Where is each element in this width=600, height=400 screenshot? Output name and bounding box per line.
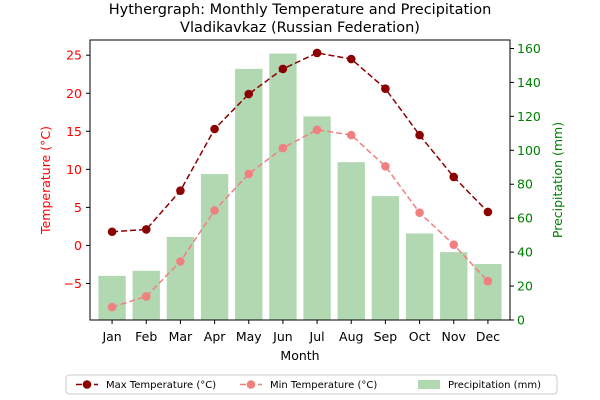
left-y-axis-label: Temperature (°C) [38,126,53,235]
x-tick-label: Feb [135,329,157,344]
max-temp-point-jul [312,48,322,58]
left-tick-label: 25 [66,48,82,63]
x-tick-label: May [236,329,262,344]
x-tick-label: Dec [476,329,500,344]
x-tick-label: Jun [272,329,293,344]
max-temp-point-nov [449,172,459,182]
right-tick-label: 20 [517,279,533,294]
precip-bar-dec [474,264,502,320]
precip-bar-nov [440,252,468,320]
min-temp-point-aug [346,130,356,140]
left-tick-label: −5 [64,276,82,291]
legend-swatch [418,380,440,389]
precip-bar-aug [337,162,365,320]
right-tick-label: 40 [517,245,533,260]
min-temp-point-feb [141,292,151,301]
x-axis-label: Month [280,348,319,363]
legend-label: Max Temperature (°C) [106,380,216,391]
legend-frame [65,374,558,395]
min-temp-line [111,129,489,308]
x-tick-label: Nov [442,329,467,344]
legend-label: Precipitation (mm) [448,380,541,391]
min-temp-point-nov [449,240,459,249]
precip-bar-apr [200,174,229,320]
precip-bar-mar [166,236,195,320]
right-y-axis-label: Precipitation (mm) [550,122,565,238]
max-temp-point-mar [176,186,185,195]
right-tick-label: 140 [517,75,541,90]
x-tick-label: Apr [204,329,226,344]
min-temp-point-sep [381,162,390,171]
legend: Max Temperature (°C) Min Temperature (°C)… [65,374,558,395]
min-temp-point-jan [107,302,117,312]
temperature-lines [107,48,493,312]
right-y-axis: 0 20 40 60 80 100 120 140 160 [510,41,541,328]
min-temp-point-jun [278,143,288,153]
min-temp-point-mar [176,257,185,266]
max-temp-point-jan [107,227,117,237]
right-tick-label: 60 [517,211,533,226]
min-temp-point-dec [483,276,493,286]
right-tick-label: 160 [517,41,541,56]
x-axis: Jan Feb Mar Apr May Jun Jul Aug Sep Oct Nov Dec [101,320,500,344]
max-temp-point-sep [381,84,390,93]
max-temp-point-oct [415,130,424,140]
precip-bar-jul [303,116,331,320]
max-temp-point-jun [278,64,288,74]
left-tick-label: 10 [66,162,82,177]
max-temp-line [112,52,489,233]
precip-bar-jan [98,275,126,320]
max-temp-point-aug [346,54,356,64]
min-temp-point-may [244,169,254,179]
left-y-axis: −5 0 5 10 15 20 25 [64,48,90,291]
right-tick-label: 80 [517,177,533,192]
plot-frame [89,39,511,321]
left-tick-label: 5 [74,200,82,215]
legend-marker [82,380,92,389]
min-temp-point-oct [415,208,424,218]
x-tick-label: Mar [169,329,193,344]
x-tick-label: Jul [309,329,325,344]
right-tick-label: 100 [517,143,541,158]
precip-bar-sep [371,196,400,320]
chart-title: Hythergraph: Monthly Temperature and Pre… [109,2,492,18]
x-tick-label: Jan [101,329,121,344]
x-tick-label: Oct [409,329,431,344]
right-tick-label: 0 [517,313,525,328]
precip-bar-oct [405,233,434,320]
max-temp-point-apr [210,124,219,134]
left-tick-label: 15 [66,124,82,139]
left-tick-label: 20 [66,86,82,101]
x-tick-label: Sep [374,329,398,344]
x-tick-label: Aug [339,329,363,344]
right-tick-label: 120 [517,109,541,124]
precipitation-bars [98,53,502,321]
min-temp-point-apr [210,206,219,215]
precip-bar-may [235,68,263,321]
left-tick-label: 0 [74,238,82,253]
precip-bar-jun [269,53,297,321]
min-temp-point-jul [312,125,322,135]
legend-label: Min Temperature (°C) [270,380,377,391]
legend-marker [246,380,256,389]
max-temp-point-feb [141,225,151,234]
max-temp-point-may [244,89,254,99]
chart-subtitle: Vladikavkaz (Russian Federation) [180,20,420,36]
max-temp-point-dec [483,207,493,217]
